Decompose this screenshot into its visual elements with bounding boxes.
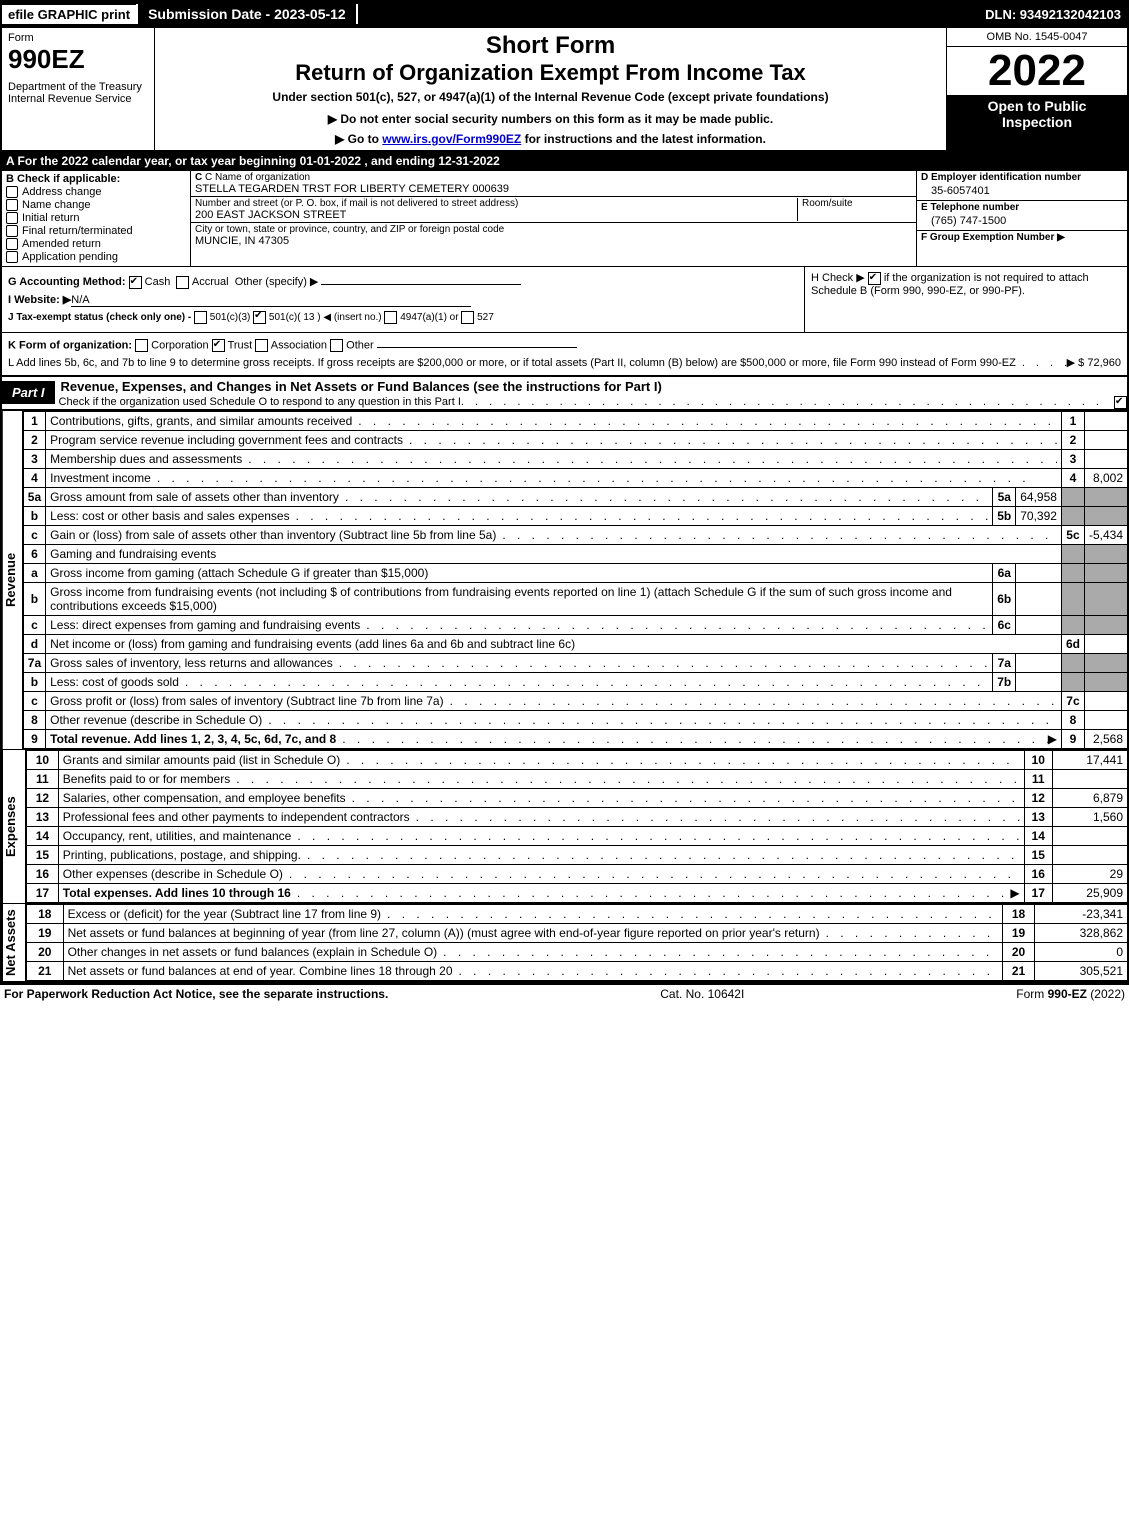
expenses-label: Expenses [2,750,25,903]
other-org-input[interactable] [377,347,577,348]
checkbox-cash[interactable] [129,276,142,289]
line-i: I Website: ▶N/A [8,293,798,307]
checkbox-assoc[interactable] [255,339,268,352]
section-def: D Employer identification number 35-6057… [916,171,1127,266]
b-header: B Check if applicable: [6,173,186,185]
checkbox-pending[interactable] [6,251,18,263]
line-j: J Tax-exempt status (check only one) - 5… [8,311,798,324]
top-bar: efile GRAPHIC print Submission Date - 20… [0,0,1129,28]
part-i-title: Revenue, Expenses, and Changes in Net As… [55,377,1127,396]
header-center: Short Form Return of Organization Exempt… [155,28,946,150]
revenue-table: 1Contributions, gifts, grants, and simil… [22,411,1129,749]
line-g: G Accounting Method: Cash Accrual Other … [8,275,798,289]
short-form-title: Short Form [163,32,938,60]
form-label: Form [8,32,148,44]
revenue-label: Revenue [2,411,22,749]
checkbox-name-change[interactable] [6,199,18,211]
other-specify-input[interactable] [321,284,521,285]
checkbox-501c[interactable] [253,311,266,324]
open-public: Open to Public Inspection [947,96,1127,150]
part-i-sub: Check if the organization used Schedule … [59,396,461,408]
c-room-label: Room/suite [797,198,912,221]
c-name-value: STELLA TEGARDEN TRST FOR LIBERTY CEMETER… [195,183,912,195]
checkbox-final-return[interactable] [6,225,18,237]
ssn-note: ▶ Do not enter social security numbers o… [163,112,938,126]
b-item-4: Amended return [22,238,101,250]
footer-right: Form 990-EZ (2022) [1016,987,1125,1001]
checkbox-address-change[interactable] [6,186,18,198]
irs-link[interactable]: www.irs.gov/Form990EZ [382,132,521,146]
b-item-5: Application pending [22,251,118,263]
c-addr-label: Number and street (or P. O. box, if mail… [195,198,797,209]
return-title: Return of Organization Exempt From Incom… [163,60,938,86]
f-label: F Group Exemption Number ▶ [921,232,1123,243]
d-value: 35-6057401 [931,185,1123,197]
header-left: Form 990EZ Department of the Treasury In… [2,28,155,150]
checkbox-corp[interactable] [135,339,148,352]
block-gh: G Accounting Method: Cash Accrual Other … [0,267,1129,333]
footer: For Paperwork Reduction Act Notice, see … [0,983,1129,1003]
b-item-1: Name change [22,199,91,211]
website-value: N/A [71,294,89,306]
b-item-0: Address change [22,186,102,198]
efile-label[interactable]: efile GRAPHIC print [2,5,136,24]
checkbox-amended[interactable] [6,238,18,250]
e-label: E Telephone number [921,202,1123,213]
l-value: ▶ $ 72,960 [1067,356,1121,369]
c-city-value: MUNCIE, IN 47305 [195,235,912,247]
section-h: H Check ▶ if the organization is not req… [804,267,1127,332]
department-label: Department of the Treasury Internal Reve… [8,81,148,105]
c-addr-value: 200 EAST JACKSON STREET [195,209,797,221]
footer-mid: Cat. No. 10642I [660,987,744,1001]
e-value: (765) 747-1500 [931,215,1123,227]
omb-number: OMB No. 1545-0047 [947,28,1127,47]
b-item-2: Initial return [22,212,79,224]
block-kl: K Form of organization: Corporation Trus… [0,333,1129,377]
footer-left: For Paperwork Reduction Act Notice, see … [4,987,388,1001]
checkbox-trust[interactable] [212,339,225,352]
checkbox-accrual[interactable] [176,276,189,289]
netassets-label: Net Assets [2,904,25,981]
section-c: C C Name of organization STELLA TEGARDEN… [191,171,916,266]
checkbox-schedule-o[interactable] [1114,396,1127,409]
dots: . . . . . . . . . . . . . . . . . . . . … [1016,357,1067,369]
section-b: B Check if applicable: Address change Na… [2,171,191,266]
tax-year: 2022 [947,47,1127,96]
checkbox-other-org[interactable] [330,339,343,352]
line-l: L Add lines 5b, 6c, and 7b to line 9 to … [8,356,1121,369]
checkbox-501c3[interactable] [194,311,207,324]
line-a: A For the 2022 calendar year, or tax yea… [0,152,1129,171]
c-name-label: C C Name of organization [195,172,912,183]
checkbox-initial-return[interactable] [6,212,18,224]
part-i-header: Part I Revenue, Expenses, and Changes in… [0,377,1129,411]
line-k: K Form of organization: Corporation Trus… [8,339,1121,352]
checkbox-527[interactable] [461,311,474,324]
d-label: D Employer identification number [921,172,1123,183]
submission-date: Submission Date - 2023-05-12 [136,4,358,24]
under-section: Under section 501(c), 527, or 4947(a)(1)… [163,90,938,104]
expenses-table: 10Grants and similar amounts paid (list … [25,750,1129,903]
dln-label: DLN: 93492132042103 [979,5,1127,24]
form-number: 990EZ [8,44,148,75]
block-bcdef: B Check if applicable: Address change Na… [0,171,1129,267]
header-right: OMB No. 1545-0047 2022 Open to Public In… [946,28,1127,150]
checkbox-4947[interactable] [384,311,397,324]
part-i-label: Part I [2,381,55,404]
netassets-table: 18Excess or (deficit) for the year (Subt… [25,904,1129,981]
goto-note: ▶ Go to www.irs.gov/Form990EZ for instru… [163,132,938,146]
dots: . . . . . . . . . . . . . . . . . . . . … [461,396,1108,408]
c-city-label: City or town, state or province, country… [195,224,912,235]
b-item-3: Final return/terminated [22,225,133,237]
form-header: Form 990EZ Department of the Treasury In… [0,28,1129,152]
checkbox-h[interactable] [868,272,881,285]
